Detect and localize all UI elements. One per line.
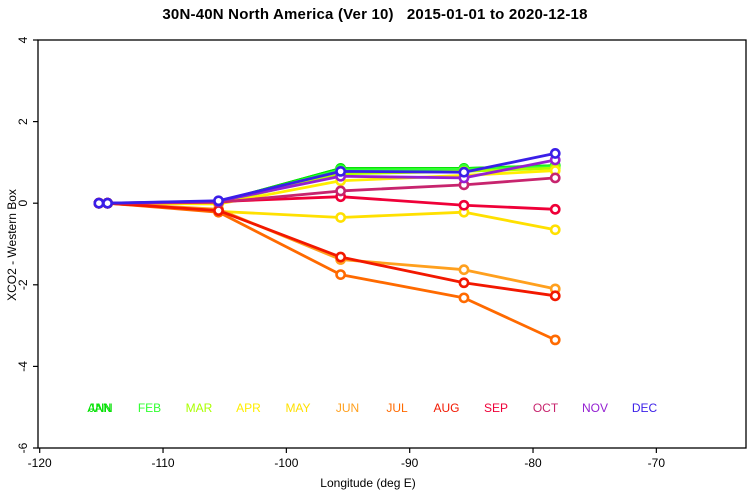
legend-label-mar: MAR — [186, 401, 213, 415]
series-point-dec — [213, 195, 224, 207]
y-tick-label: 4 — [16, 36, 30, 43]
series-point-dec — [458, 166, 470, 178]
legend-label-dec: DEC — [632, 401, 658, 415]
series-point-may — [335, 212, 347, 223]
x-tick-label: -70 — [648, 456, 666, 470]
series-line-jul — [97, 201, 557, 342]
series-point-dec — [93, 197, 105, 209]
y-tick-label: 2 — [16, 118, 30, 125]
chart-title: 30N-40N North America (Ver 10) 2015-01-0… — [162, 6, 588, 23]
series-point-jun — [458, 264, 470, 276]
series-point-jul — [335, 269, 347, 280]
x-tick-label: -90 — [401, 456, 419, 470]
series-point-jul — [549, 334, 561, 346]
legend-label-aug: AUG — [433, 401, 459, 415]
legend-label-jun: JUN — [336, 401, 359, 415]
legend-label-oct: OCT — [533, 401, 559, 415]
y-tick-label: -4 — [16, 361, 30, 372]
legend-label-may: MAY — [285, 401, 310, 415]
plot-border — [37, 39, 747, 449]
series-point-dec — [335, 165, 347, 177]
legend-label-apr: APR — [236, 401, 261, 415]
legend-label-jan: JAN — [89, 401, 112, 415]
series-point-jul — [458, 292, 470, 304]
series-point-oct — [549, 172, 561, 184]
series-point-may — [549, 224, 561, 236]
x-tick-label: -110 — [151, 456, 174, 470]
y-tick-label: -6 — [16, 442, 30, 453]
series-point-dec — [549, 148, 561, 159]
legend-label-nov: NOV — [582, 401, 608, 415]
x-tick-label: -100 — [274, 456, 298, 470]
legend-label-ann: ANN — [87, 401, 112, 415]
series-point-oct — [335, 185, 347, 197]
legend-label-jul: JUL — [386, 401, 408, 415]
series-point-sep — [549, 203, 561, 215]
series-point-aug — [549, 290, 561, 302]
x-axis-title: Longitude (deg E) — [320, 476, 416, 490]
series-point-aug — [458, 277, 470, 289]
series-line-oct — [97, 176, 557, 205]
y-tick-label: -2 — [16, 279, 30, 290]
legend-label-feb: FEB — [138, 401, 161, 415]
series-point-aug — [335, 251, 347, 263]
series-point-dec — [102, 197, 113, 209]
x-tick-label: -80 — [524, 456, 542, 470]
x-tick-label: -120 — [28, 456, 52, 470]
series-point-sep — [458, 199, 470, 211]
y-tick-label: 0 — [16, 200, 30, 207]
legend-label-sep: SEP — [484, 401, 508, 415]
